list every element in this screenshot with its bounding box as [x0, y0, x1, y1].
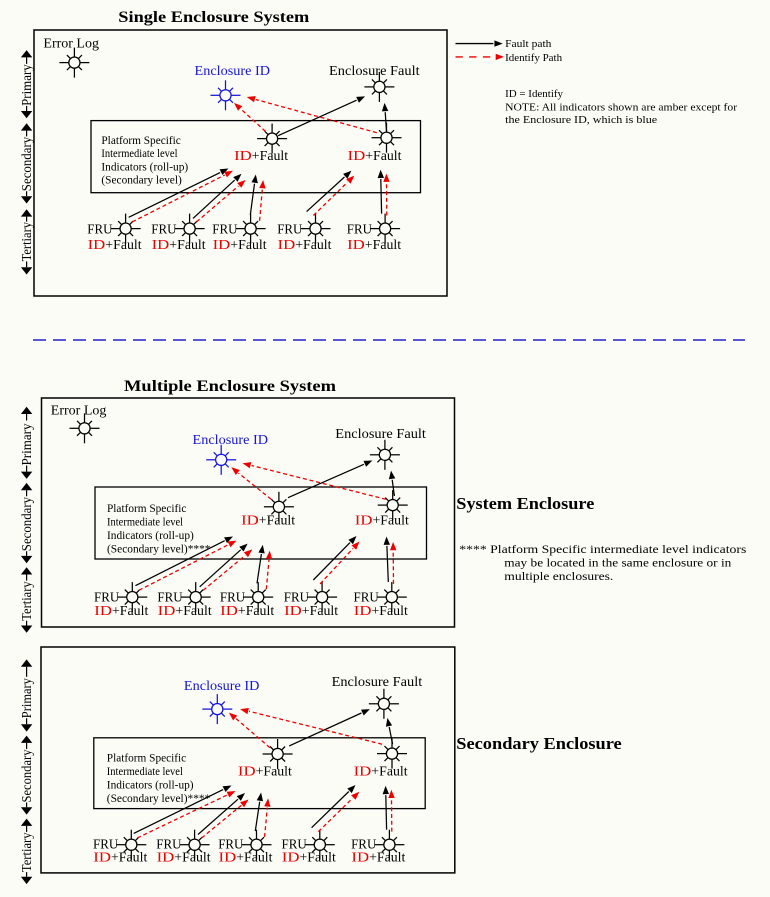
- svg-text:ID: ID: [219, 851, 237, 866]
- svg-text:ID: ID: [282, 851, 300, 866]
- svg-text:ID: ID: [241, 514, 259, 529]
- svg-text:+Fault: +Fault: [252, 149, 288, 164]
- svg-text:ID: ID: [234, 149, 252, 164]
- svg-text:FRU: FRU: [94, 590, 119, 605]
- svg-text:Enclosure Fault: Enclosure Fault: [332, 675, 423, 690]
- svg-text:FRU: FRU: [157, 590, 182, 605]
- svg-text:FRU: FRU: [93, 838, 118, 853]
- svg-text:Secondary: Secondary: [19, 497, 34, 551]
- svg-text:ID: ID: [152, 238, 170, 253]
- svg-text:FRU: FRU: [220, 590, 245, 605]
- svg-text:Secondary: Secondary: [19, 137, 34, 191]
- svg-text:ID: ID: [354, 765, 372, 780]
- svg-text:+Fault: +Fault: [259, 514, 295, 529]
- svg-text:ID: ID: [94, 604, 112, 619]
- svg-text:FRU: FRU: [282, 838, 307, 853]
- svg-text:FRU: FRU: [87, 222, 112, 237]
- svg-text:FRU: FRU: [347, 222, 372, 237]
- svg-text:+Fault: +Fault: [174, 851, 210, 866]
- svg-text:Indicators (roll-up): Indicators (roll-up): [107, 530, 194, 542]
- svg-text:ID: ID: [351, 851, 369, 866]
- svg-text:the Enclosure ID, which is blu: the Enclosure ID, which is blue: [505, 114, 657, 126]
- svg-text:may be located in the same enc: may be located in the same enclosure or …: [504, 556, 731, 570]
- svg-text:Primary: Primary: [19, 678, 34, 718]
- svg-text:Intermediate level: Intermediate level: [107, 517, 183, 529]
- svg-text:ID: ID: [355, 514, 373, 529]
- svg-text:Enclosure ID: Enclosure ID: [193, 433, 269, 448]
- svg-text:FRU: FRU: [277, 222, 302, 237]
- svg-text:ID: ID: [278, 238, 296, 253]
- svg-text:ID: ID: [238, 765, 256, 780]
- svg-text:+Fault: +Fault: [256, 765, 292, 780]
- svg-text:Indicators (roll-up): Indicators (roll-up): [107, 780, 194, 792]
- svg-text:+Fault: +Fault: [371, 765, 407, 780]
- svg-text:+Fault: +Fault: [365, 149, 401, 164]
- svg-text:Enclosure ID: Enclosure ID: [184, 679, 260, 694]
- svg-text:+Fault: +Fault: [169, 238, 205, 253]
- svg-text:ID: ID: [88, 238, 106, 253]
- svg-text:+Fault: +Fault: [302, 604, 338, 619]
- svg-text:Error Log: Error Log: [51, 404, 107, 419]
- svg-text:(Secondary level)****: (Secondary level)****: [107, 793, 211, 805]
- svg-text:(Secondary level)****: (Secondary level)****: [107, 544, 211, 556]
- svg-text:+Fault: +Fault: [365, 238, 401, 253]
- svg-text:Identify Path: Identify Path: [505, 52, 562, 64]
- svg-text:ID: ID: [347, 238, 365, 253]
- svg-text:FRU: FRU: [351, 838, 376, 853]
- svg-text:ID: ID: [213, 238, 231, 253]
- svg-text:+Fault: +Fault: [369, 851, 405, 866]
- svg-text:Secondary: Secondary: [19, 749, 34, 802]
- svg-text:(Secondary level): (Secondary level): [101, 175, 182, 187]
- svg-text:**** Platform Specific interme: **** Platform Specific intermediate leve…: [459, 542, 746, 556]
- svg-text:+Fault: +Fault: [230, 238, 266, 253]
- svg-text:+Fault: +Fault: [105, 238, 141, 253]
- svg-text:Enclosure ID: Enclosure ID: [195, 64, 271, 79]
- svg-text:FRU: FRU: [218, 838, 243, 853]
- svg-text:FRU: FRU: [212, 222, 237, 237]
- svg-text:FRU: FRU: [156, 838, 181, 853]
- svg-text:FRU: FRU: [151, 222, 176, 237]
- svg-text:Platform Specific: Platform Specific: [101, 135, 180, 147]
- svg-text:ID: ID: [157, 851, 175, 866]
- svg-text:+Fault: +Fault: [236, 851, 272, 866]
- svg-text:+Fault: +Fault: [175, 604, 211, 619]
- svg-text:FRU: FRU: [354, 590, 379, 605]
- svg-text:ID: ID: [348, 149, 366, 164]
- svg-text:Enclosure Fault: Enclosure Fault: [335, 427, 426, 442]
- svg-text:Tertiary: Tertiary: [19, 581, 34, 620]
- svg-text:Enclosure Fault: Enclosure Fault: [329, 64, 420, 79]
- svg-text:Intermediate level: Intermediate level: [107, 766, 183, 778]
- svg-text:System Enclosure: System Enclosure: [456, 494, 594, 513]
- svg-text:Single Enclosure System: Single Enclosure System: [118, 9, 310, 26]
- svg-text:Error Log: Error Log: [43, 37, 99, 52]
- svg-text:Platform Specific: Platform Specific: [107, 503, 186, 515]
- svg-text:ID = Identify: ID = Identify: [505, 88, 563, 100]
- svg-text:multiple enclosures.: multiple enclosures.: [504, 569, 613, 583]
- svg-text:ID: ID: [158, 604, 176, 619]
- svg-text:Multiple Enclosure System: Multiple Enclosure System: [124, 378, 337, 395]
- svg-text:Tertiary: Tertiary: [19, 832, 34, 872]
- svg-text:Fault path: Fault path: [505, 38, 552, 50]
- svg-text:Platform Specific: Platform Specific: [107, 753, 186, 765]
- svg-text:+Fault: +Fault: [112, 604, 148, 619]
- svg-text:ID: ID: [93, 851, 111, 866]
- svg-text:ID: ID: [354, 604, 372, 619]
- svg-text:+Fault: +Fault: [372, 604, 408, 619]
- svg-text:Tertiary: Tertiary: [19, 222, 34, 261]
- svg-text:+Fault: +Fault: [238, 604, 274, 619]
- svg-text:Primary: Primary: [19, 423, 34, 465]
- svg-text:Indicators (roll-up): Indicators (roll-up): [101, 162, 188, 174]
- svg-text:Primary: Primary: [19, 64, 34, 106]
- svg-text:ID: ID: [284, 604, 302, 619]
- svg-text:+Fault: +Fault: [295, 238, 331, 253]
- svg-text:Secondary Enclosure: Secondary Enclosure: [456, 734, 621, 753]
- svg-text:+Fault: +Fault: [300, 851, 336, 866]
- svg-text:+Fault: +Fault: [111, 851, 147, 866]
- svg-text:FRU: FRU: [284, 590, 309, 605]
- svg-text:NOTE: All indicators shown are: NOTE: All indicators shown are amber exc…: [505, 101, 737, 113]
- svg-text:ID: ID: [220, 604, 238, 619]
- svg-text:+Fault: +Fault: [373, 514, 409, 529]
- svg-text:Intermediate level: Intermediate level: [101, 148, 177, 160]
